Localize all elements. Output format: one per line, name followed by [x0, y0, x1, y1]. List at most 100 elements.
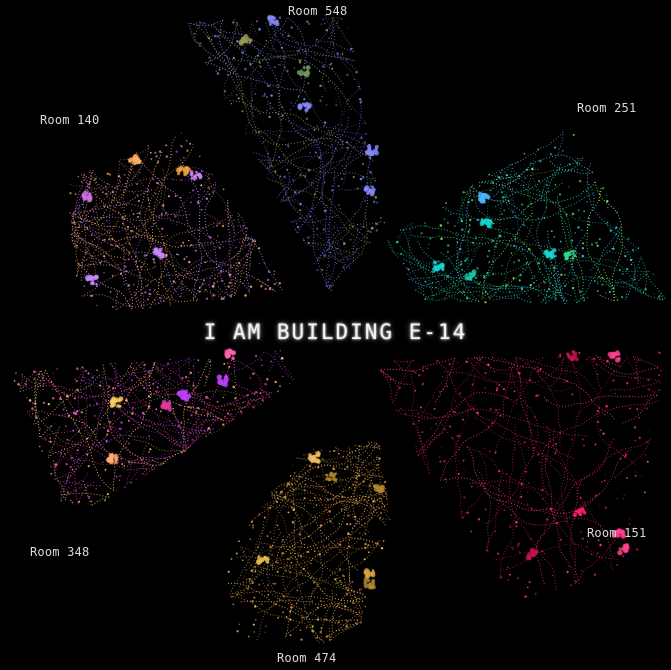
trajectory-point	[504, 288, 507, 290]
trajectory-path	[321, 117, 350, 283]
activity-cluster	[165, 402, 169, 406]
trajectory-point	[471, 383, 474, 386]
activity-cluster	[182, 169, 186, 173]
trajectory-point	[223, 90, 227, 93]
trajectory-point	[253, 631, 256, 633]
trajectory-point	[505, 228, 507, 230]
trajectory-point	[615, 226, 618, 229]
trajectory-point	[303, 142, 305, 145]
trajectory-point	[282, 595, 285, 598]
trajectory-point	[183, 258, 186, 260]
activity-cluster	[178, 390, 184, 396]
trajectory-point	[144, 291, 147, 294]
trajectory-point	[303, 505, 306, 507]
trajectory-point	[529, 379, 532, 382]
trajectory-point	[267, 84, 270, 88]
activity-cluster	[611, 352, 616, 356]
trajectory-point	[151, 465, 154, 467]
trajectory-point	[133, 284, 135, 286]
trajectory-point	[310, 562, 312, 565]
trajectory-path	[266, 87, 339, 170]
activity-cluster	[366, 575, 369, 578]
trajectory-point	[517, 542, 520, 546]
trajectory-path	[147, 150, 168, 309]
trajectory-point	[195, 412, 197, 414]
trajectory-point	[459, 392, 462, 395]
trajectory-point	[535, 394, 538, 398]
trajectory-point	[329, 63, 331, 66]
trajectory-point	[638, 436, 641, 439]
trajectory-point	[136, 265, 139, 268]
trajectory-point	[484, 372, 487, 375]
trajectory-point	[322, 228, 326, 231]
trajectory-point	[354, 515, 357, 518]
trajectory-point	[100, 242, 102, 244]
trajectory-point	[332, 497, 335, 501]
trajectory-point	[355, 499, 358, 502]
trajectory-point	[112, 387, 115, 390]
activity-cluster	[484, 194, 490, 199]
trajectory-point	[232, 603, 235, 606]
trajectory-point	[254, 55, 257, 58]
trajectory-point	[325, 635, 329, 638]
activity-cluster	[374, 488, 378, 492]
trajectory-point	[209, 431, 211, 434]
trajectory-point	[360, 136, 363, 139]
trajectory-point	[581, 246, 585, 250]
trajectory-point	[470, 485, 473, 488]
room-151-label: Room 151	[587, 526, 647, 540]
trajectory-point	[274, 170, 277, 173]
trajectory-point	[299, 173, 302, 177]
trajectory-point	[273, 283, 276, 285]
trajectory-point	[273, 270, 276, 273]
trajectory-point	[503, 209, 506, 212]
trajectory-point	[359, 532, 361, 534]
trajectory-path	[618, 255, 666, 301]
trajectory-point	[67, 414, 71, 417]
trajectory-path	[135, 168, 166, 306]
trajectory-point	[313, 550, 316, 553]
trajectory-point	[499, 576, 503, 579]
trajectory-point	[310, 559, 313, 561]
trajectory-point	[307, 236, 310, 239]
trajectory-point	[95, 284, 98, 288]
trajectory-point	[268, 287, 272, 291]
trajectory-point	[574, 580, 577, 583]
trajectory-point	[501, 213, 503, 215]
trajectory-point	[368, 156, 372, 160]
trajectory-point	[59, 397, 62, 400]
trajectory-point	[571, 287, 575, 290]
trajectory-point	[346, 465, 349, 469]
trajectory-point	[635, 548, 639, 551]
trajectory-point	[356, 502, 359, 505]
trajectory-point	[14, 372, 17, 375]
trajectory-point	[522, 224, 525, 226]
trajectory-point	[271, 564, 273, 567]
trajectory-point	[417, 412, 420, 415]
trajectory-point	[85, 251, 88, 254]
trajectory-point	[362, 176, 365, 179]
trajectory-point	[55, 390, 58, 392]
trajectory-point	[304, 483, 307, 486]
trajectory-point	[290, 561, 293, 564]
activity-cluster	[304, 103, 308, 107]
trajectory-point	[346, 259, 348, 261]
trajectory-point	[95, 232, 97, 234]
trajectory-path	[331, 457, 388, 501]
trajectory-point	[273, 273, 276, 275]
trajectory-point	[199, 155, 201, 158]
trajectory-point	[190, 201, 192, 204]
trajectory-point	[287, 493, 289, 496]
trajectory-path	[252, 130, 369, 162]
trajectory-point	[568, 159, 571, 161]
trajectory-point	[496, 242, 498, 245]
trajectory-point	[507, 579, 510, 581]
trajectory-point	[472, 241, 475, 244]
trajectory-point	[153, 261, 156, 264]
trajectory-point	[332, 450, 334, 452]
trajectory-point	[375, 201, 379, 204]
trajectory-point	[636, 408, 639, 411]
activity-cluster	[299, 72, 303, 76]
trajectory-point	[514, 237, 517, 240]
trajectory-point	[499, 414, 502, 417]
